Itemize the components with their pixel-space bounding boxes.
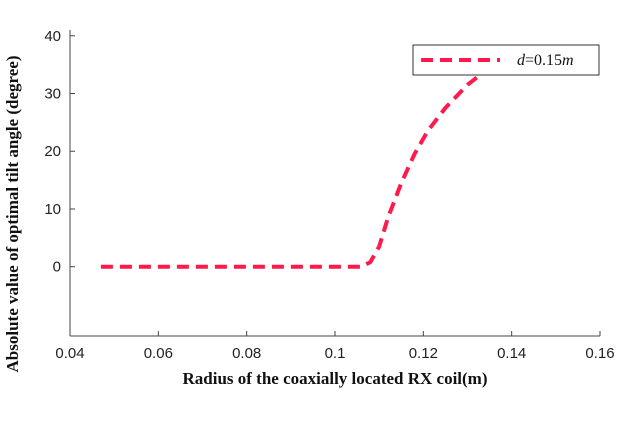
y-axis-label: Absolute value of optimal tilt angle (de… xyxy=(3,56,22,373)
x-tick-label: 0.14 xyxy=(497,345,526,362)
legend-rest: =0.15 xyxy=(525,52,562,69)
y-tick-label: 20 xyxy=(44,143,61,160)
x-tick-label: 0.16 xyxy=(585,345,614,362)
x-tick-label: 0.1 xyxy=(325,345,346,362)
x-tick-label: 0.08 xyxy=(232,345,261,362)
y-tick-label: 40 xyxy=(44,28,61,45)
x-tick-label: 0.06 xyxy=(144,345,173,362)
legend: d=0.15m xyxy=(412,44,600,76)
x-tick-label: 0.12 xyxy=(409,345,438,362)
y-ticks: 0 10 20 30 40 xyxy=(44,28,75,276)
y-tick-label: 0 xyxy=(53,259,61,276)
legend-entry: d=0.15m xyxy=(517,52,574,69)
plot-area: 0.04 0.06 0.08 0.1 0.12 0.14 0.16 0 10 20 30 40 xyxy=(44,28,614,362)
y-tick-label: 10 xyxy=(44,201,61,218)
x-ticks: 0.04 0.06 0.08 0.1 0.12 0.14 0.16 xyxy=(55,331,615,362)
series-line xyxy=(100,54,517,269)
legend-unit: m xyxy=(562,52,574,69)
x-tick-label: 0.04 xyxy=(55,345,84,362)
y-tick-label: 30 xyxy=(44,86,61,103)
legend-var: d xyxy=(517,52,526,69)
series-layer xyxy=(100,54,517,269)
x-axis-label: Radius of the coaxially located RX coil(… xyxy=(182,369,487,388)
